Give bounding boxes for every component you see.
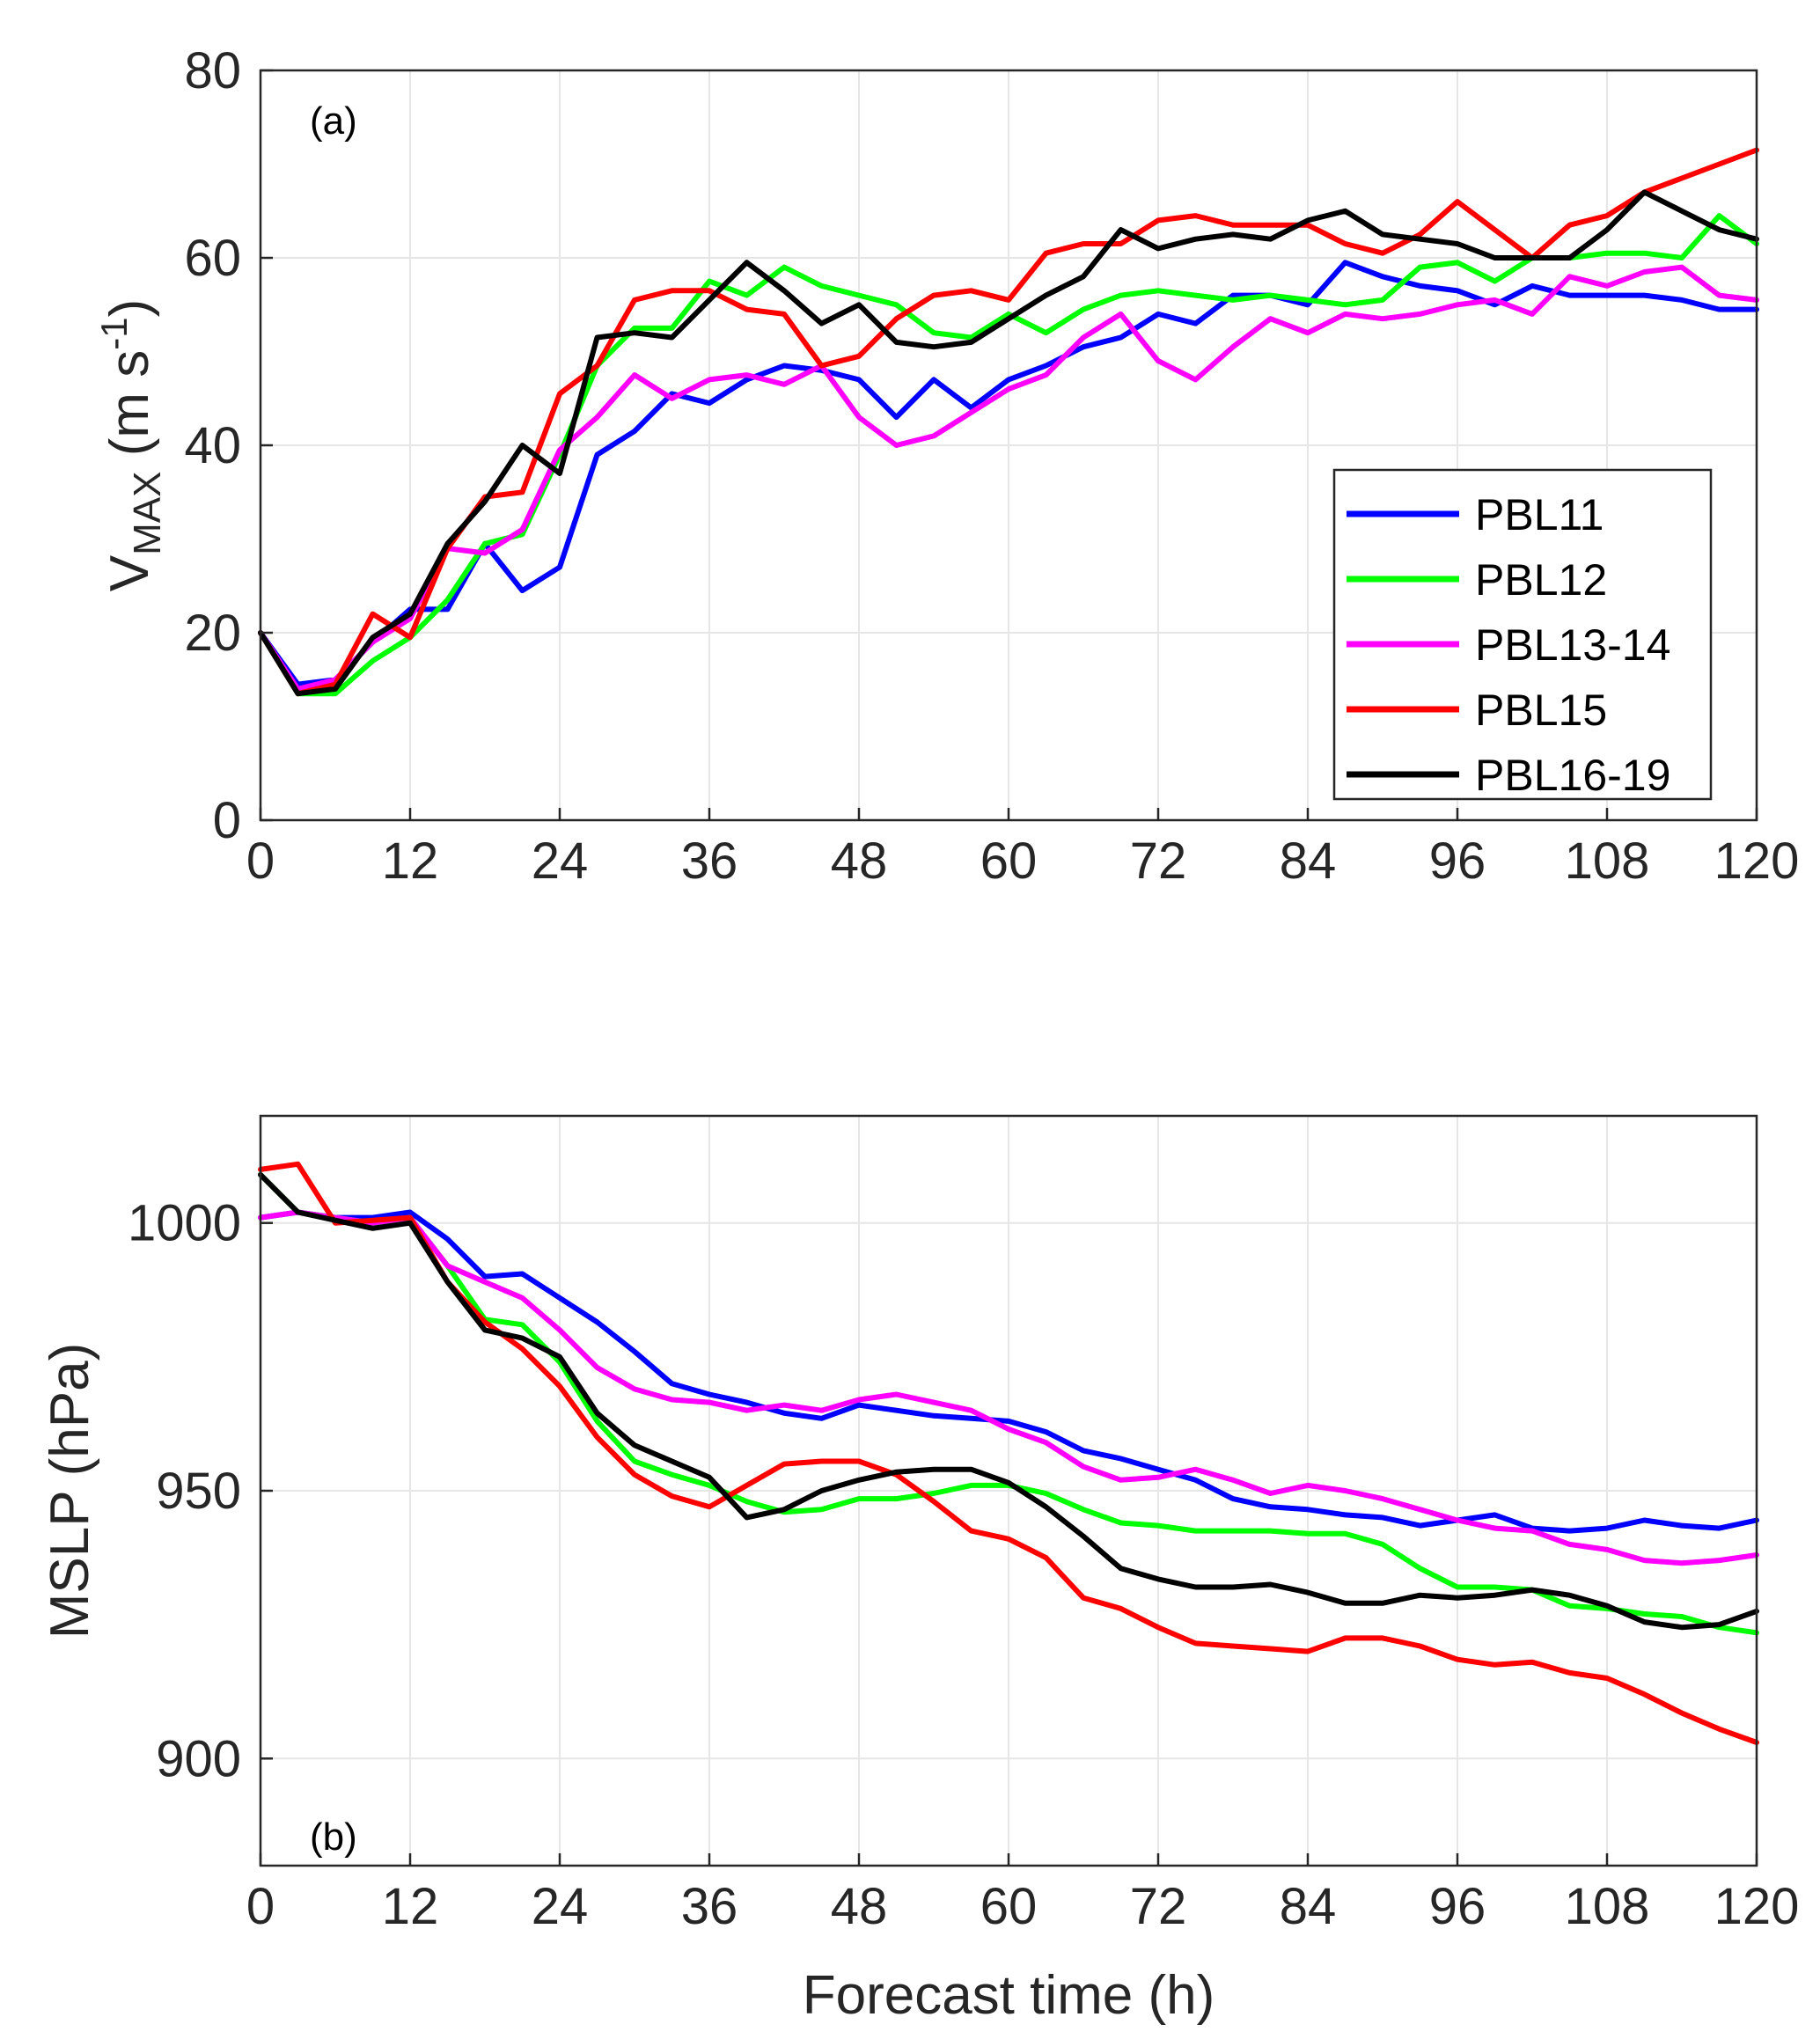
panel-b-y-tick-label: 900 [156,1730,241,1787]
panel-b-x-tick-label: 24 [532,1878,589,1935]
legend-items: PBL11 PBL12 PBL13-14 PBL15 PBL16-19 [1347,490,1670,800]
panel-b-series-line-pbl16-19 [258,1171,1759,1631]
panel-a-y-tick-label: 60 [184,230,241,287]
panel-a-x-tick-label: 84 [1280,832,1337,890]
legend-box [1332,468,1713,801]
panel-b-y-tick-label: 950 [156,1463,241,1520]
panel-b-x-tick-label: 0 [246,1878,275,1935]
panel-a-series-line-pbl13-14 [258,264,1759,692]
panel-b-grid [260,1116,1758,1866]
legend-label-pbl16-19: PBL16-19 [1475,751,1670,800]
panel-a-ylabel-units-sup: -1 [93,317,135,349]
panel-a-x-tick-label: 108 [1565,832,1650,890]
panel-b-x-tick-label: 60 [980,1878,1038,1935]
panel-a-y-tick-label: 40 [184,417,241,474]
legend: PBL11 PBL12 PBL13-14 PBL15 PBL16-19 [1332,468,1713,801]
panel-a-ylabel-main: V [99,554,160,591]
panel-b-series-lines [258,1161,1759,1745]
panel-b-series-line-pbl11 [258,1209,1759,1534]
panel-a-ylabel-sub: MAX [126,472,169,555]
panel-b-label: (b) [310,1815,357,1859]
panel-a-x-tick-label: 60 [980,832,1038,890]
panel-b-x-tick-label: 48 [831,1878,888,1935]
panel-a-y-tick-label: 20 [184,605,241,662]
panel-a-y-tick-label: 0 [213,792,241,849]
panel-b-y-tick-label: 1000 [128,1195,241,1252]
panel-b-x-tick-label: 120 [1714,1878,1800,1935]
panel-a-y-tick-labels: 0 20 40 60 80 [184,42,241,849]
panel-b-series-line-pbl15 [258,1161,1759,1745]
panel-a-series-line-pbl16-19 [258,189,1759,697]
panel-b-series-line-pbl13-14 [258,1209,1759,1566]
panel-a-y-tick-label: 80 [184,42,241,99]
legend-label-pbl15: PBL15 [1475,686,1607,735]
panel-a-x-tick-label: 72 [1130,832,1187,890]
panel-b-mslp: 0 12 24 36 48 60 72 84 96 108 120 900 950 1000 (b) M… [40,1114,1800,2026]
panel-a-x-tick-label: 0 [246,832,275,890]
panel-a-x-tick-label: 24 [532,832,589,890]
panel-a-label: (a) [310,99,357,143]
legend-label-pbl11: PBL11 [1475,490,1604,539]
panel-b-y-axis-label: MSLP (hPa) [40,1343,100,1639]
legend-label-pbl12: PBL12 [1475,555,1607,605]
panel-a-x-tick-label: 12 [382,832,439,890]
panel-a-series-line-pbl15 [258,147,1759,697]
legend-label-pbl13-14: PBL13-14 [1475,620,1670,670]
panel-a-ylabel-units-open: (m s [99,350,160,472]
panel-a-vmax: 0 12 24 36 48 60 72 84 96 108 120 0 20 40 60 80 (a) VM… [93,42,1799,890]
panel-b-x-tick-label: 96 [1429,1878,1486,1935]
panel-a-x-tick-label: 48 [831,832,888,890]
panel-b-x-tick-label: 108 [1565,1878,1650,1935]
panel-b-y-tick-labels: 900 950 1000 [128,1195,241,1788]
panel-a-x-tick-label: 120 [1714,832,1800,890]
panel-b-x-tick-label: 12 [382,1878,439,1935]
panel-a-x-tick-label: 36 [681,832,738,890]
panel-b-x-tick-label: 36 [681,1878,738,1935]
panel-a-ylabel-units-close: ) [99,299,160,318]
panel-b-x-tick-label: 72 [1130,1878,1187,1935]
panel-a-x-tick-label: 96 [1429,832,1486,890]
panel-a-x-tick-labels: 0 12 24 36 48 60 72 84 96 108 120 [246,832,1800,890]
panel-a-series-line-pbl11 [258,260,1759,687]
panel-a-series-lines [258,147,1759,697]
panel-a-y-axis-label: VMAX (m s-1) [93,299,169,591]
panel-b-x-tick-labels: 0 12 24 36 48 60 72 84 96 108 120 [246,1878,1800,1935]
panel-b-x-tick-label: 84 [1280,1878,1337,1935]
panel-b-x-axis-label: Forecast time (h) [803,1965,1215,2026]
